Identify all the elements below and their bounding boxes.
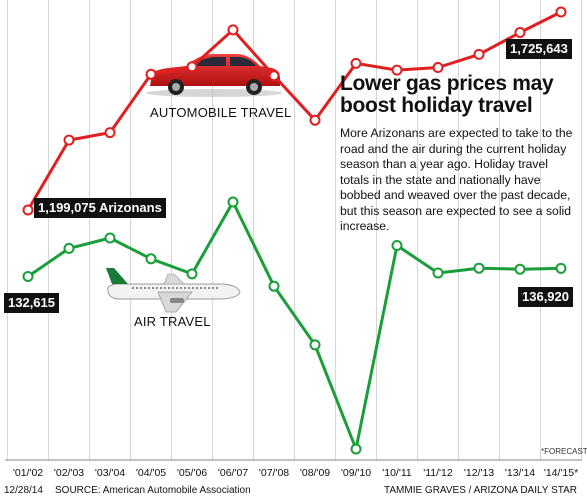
series-lines	[26, 10, 562, 451]
data-point	[432, 267, 444, 279]
footer-source: SOURCE: American Automobile Association	[55, 485, 251, 496]
data-point	[473, 262, 485, 274]
data-point	[555, 6, 567, 18]
data-point	[22, 204, 34, 216]
data-point	[268, 70, 280, 82]
data-point	[227, 196, 239, 208]
x-tick-label: '05/'06	[177, 467, 207, 479]
series-line-1	[27, 200, 562, 451]
chart-title: Lower gas prices may boost holiday trave…	[340, 72, 554, 117]
x-tick-label: '11/'12	[423, 467, 453, 479]
x-tick-label: '14/'15*	[544, 467, 578, 479]
data-point	[309, 339, 321, 351]
data-point	[391, 64, 403, 76]
x-tick-label: '06/'07	[218, 467, 248, 479]
data-point	[350, 57, 362, 69]
x-tick-label: '02/'03	[54, 467, 84, 479]
data-point	[514, 27, 526, 38]
x-tick-labels: '01/'02 '02/'03 '03/'04 '04/'05 '05/'06 '06/'…	[13, 467, 578, 479]
data-point	[432, 62, 444, 73]
airliner-icon	[106, 268, 241, 313]
x-tick-label: '09/'10	[341, 467, 371, 479]
x-tick-label: '01/'02	[13, 467, 43, 479]
x-tick-label: '12/'13	[464, 467, 494, 479]
data-point	[63, 134, 75, 146]
data-point	[104, 127, 116, 139]
red-sedan-icon	[146, 54, 282, 97]
series-line-0	[26, 10, 562, 211]
data-point	[391, 240, 403, 251]
x-tick-label: '13/'14	[505, 467, 535, 479]
data-point	[63, 242, 75, 254]
data-point	[186, 61, 198, 73]
data-point	[555, 262, 567, 274]
footer-credit: TAMMIE GRAVES / ARIZONA DAILY STAR	[384, 485, 578, 496]
auto-series-label: AUTOMOBILE TRAVEL	[150, 105, 292, 120]
forecast-note: *FORECAST	[541, 447, 587, 456]
air-start-label: 132,615	[4, 293, 59, 313]
x-tick-label: '08/'09	[300, 467, 330, 479]
x-tick-label: '07/'08	[259, 467, 289, 479]
chart-description: More Arizonans are expected to take to t…	[340, 126, 573, 233]
data-point	[514, 263, 526, 275]
air-series-label: AIR TRAVEL	[134, 314, 211, 329]
data-point	[186, 268, 198, 280]
air-end-label: 136,920	[518, 287, 573, 307]
data-point	[145, 68, 157, 80]
x-tick-label: '10/'11	[382, 467, 412, 479]
data-point	[227, 24, 239, 36]
data-point	[104, 232, 116, 244]
data-point	[268, 280, 280, 292]
data-point	[309, 114, 321, 126]
data-point	[145, 253, 157, 265]
auto-end-label: 1,725,643	[506, 39, 572, 59]
series-markers	[22, 6, 567, 455]
data-point	[22, 271, 34, 282]
data-point	[473, 48, 485, 60]
x-tick-label: '03/'04	[95, 467, 125, 479]
footer-date: 12/28/14	[4, 485, 43, 496]
auto-start-label: 1,199,075 Arizonans	[34, 198, 166, 218]
x-tick-label: '04/'05	[136, 467, 166, 479]
data-point	[350, 443, 362, 455]
